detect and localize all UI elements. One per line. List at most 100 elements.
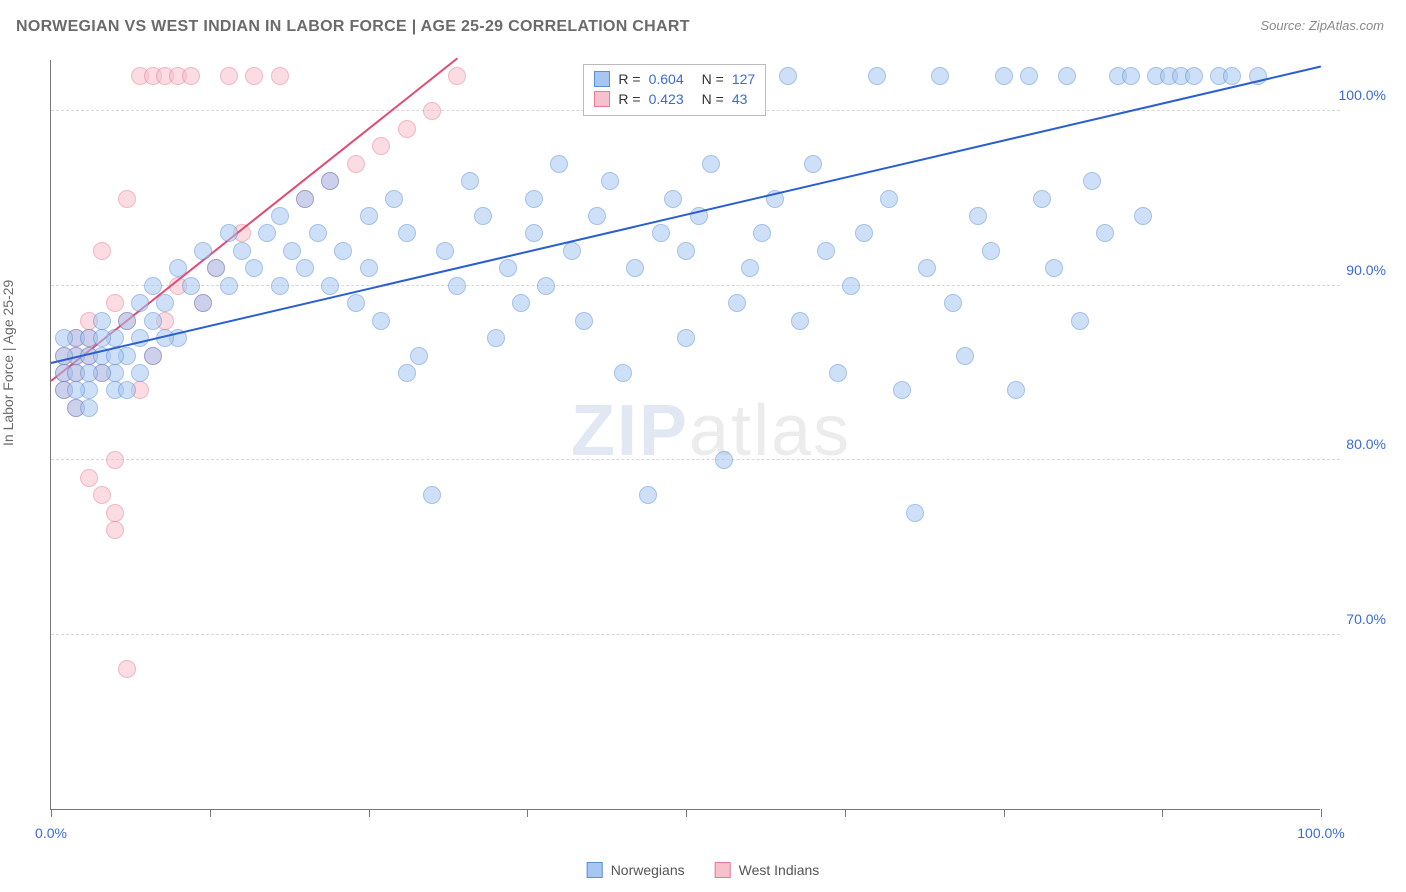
data-point-norwegians (461, 172, 479, 190)
legend-label-west-indians: West Indians (739, 862, 820, 878)
data-point-norwegians (842, 277, 860, 295)
data-point-norwegians (817, 242, 835, 260)
data-point-norwegians (182, 277, 200, 295)
data-point-norwegians (334, 242, 352, 260)
data-point-norwegians (360, 259, 378, 277)
data-point-norwegians (702, 155, 720, 173)
chart-container: NORWEGIAN VS WEST INDIAN IN LABOR FORCE … (0, 0, 1406, 892)
data-point-norwegians (563, 242, 581, 260)
data-point-norwegians (67, 381, 85, 399)
data-point-norwegians (829, 364, 847, 382)
data-point-norwegians (245, 259, 263, 277)
data-point-norwegians (410, 347, 428, 365)
data-point-norwegians (398, 364, 416, 382)
legend-stats: R =0.604N =127R =0.423N =43 (583, 64, 766, 116)
data-point-norwegians (283, 242, 301, 260)
legend-n-value: 43 (732, 89, 748, 109)
data-point-norwegians (156, 294, 174, 312)
data-point-norwegians (271, 277, 289, 295)
data-point-norwegians (626, 259, 644, 277)
data-point-norwegians (855, 224, 873, 242)
data-point-norwegians (1185, 67, 1203, 85)
data-point-norwegians (1007, 381, 1025, 399)
data-point-west-indians (372, 137, 390, 155)
data-point-norwegians (385, 190, 403, 208)
data-point-norwegians (728, 294, 746, 312)
data-point-west-indians (423, 102, 441, 120)
data-point-west-indians (182, 67, 200, 85)
data-point-norwegians (956, 347, 974, 365)
data-point-norwegians (448, 277, 466, 295)
data-point-norwegians (296, 190, 314, 208)
data-point-norwegians (220, 224, 238, 242)
data-point-norwegians (906, 504, 924, 522)
data-point-west-indians (220, 67, 238, 85)
x-tick-mark (51, 809, 52, 817)
x-tick-label: 100.0% (1297, 825, 1344, 841)
data-point-norwegians (868, 67, 886, 85)
data-point-norwegians (321, 172, 339, 190)
data-point-west-indians (118, 660, 136, 678)
plot-area: ZIPatlas 70.0%80.0%90.0%100.0%0.0%100.0% (50, 60, 1320, 810)
data-point-west-indians (118, 190, 136, 208)
data-point-norwegians (347, 294, 365, 312)
data-point-norwegians (537, 277, 555, 295)
gridline-h (51, 459, 1340, 460)
data-point-norwegians (487, 329, 505, 347)
data-point-norwegians (1045, 259, 1063, 277)
data-point-norwegians (233, 242, 251, 260)
legend-n-value: 127 (732, 69, 755, 89)
data-point-west-indians (106, 504, 124, 522)
data-point-norwegians (525, 224, 543, 242)
legend-label-norwegians: Norwegians (611, 862, 685, 878)
data-point-norwegians (207, 259, 225, 277)
x-tick-mark (1004, 809, 1005, 817)
data-point-norwegians (779, 67, 797, 85)
data-point-norwegians (1020, 67, 1038, 85)
data-point-norwegians (1083, 172, 1101, 190)
x-tick-mark (210, 809, 211, 817)
data-point-west-indians (106, 521, 124, 539)
x-tick-mark (1162, 809, 1163, 817)
data-point-west-indians (80, 469, 98, 487)
data-point-west-indians (93, 242, 111, 260)
x-tick-mark (1321, 809, 1322, 817)
data-point-norwegians (664, 190, 682, 208)
data-point-norwegians (652, 224, 670, 242)
legend-swatch-norwegians (587, 862, 603, 878)
gridline-h (51, 634, 1340, 635)
data-point-west-indians (398, 120, 416, 138)
legend-stats-swatch (594, 91, 610, 107)
data-point-norwegians (309, 224, 327, 242)
data-point-norwegians (194, 294, 212, 312)
data-point-norwegians (144, 312, 162, 330)
data-point-norwegians (1033, 190, 1051, 208)
data-point-norwegians (741, 259, 759, 277)
data-point-norwegians (880, 190, 898, 208)
data-point-norwegians (436, 242, 454, 260)
data-point-norwegians (131, 364, 149, 382)
y-tick-label: 90.0% (1346, 262, 1386, 278)
legend-bottom: Norwegians West Indians (587, 862, 820, 878)
data-point-norwegians (372, 312, 390, 330)
data-point-norwegians (918, 259, 936, 277)
data-point-norwegians (296, 259, 314, 277)
data-point-west-indians (271, 67, 289, 85)
data-point-norwegians (131, 294, 149, 312)
data-point-norwegians (588, 207, 606, 225)
data-point-norwegians (1071, 312, 1089, 330)
data-point-norwegians (969, 207, 987, 225)
legend-n-label: N = (702, 89, 724, 109)
data-point-norwegians (194, 242, 212, 260)
data-point-west-indians (106, 294, 124, 312)
data-point-west-indians (245, 67, 263, 85)
data-point-norwegians (639, 486, 657, 504)
data-point-norwegians (321, 277, 339, 295)
data-point-norwegians (220, 277, 238, 295)
data-point-norwegians (995, 67, 1013, 85)
data-point-norwegians (1096, 224, 1114, 242)
legend-stats-row: R =0.423N =43 (594, 89, 755, 109)
chart-title: NORWEGIAN VS WEST INDIAN IN LABOR FORCE … (16, 18, 690, 36)
data-point-norwegians (144, 347, 162, 365)
data-point-norwegians (614, 364, 632, 382)
